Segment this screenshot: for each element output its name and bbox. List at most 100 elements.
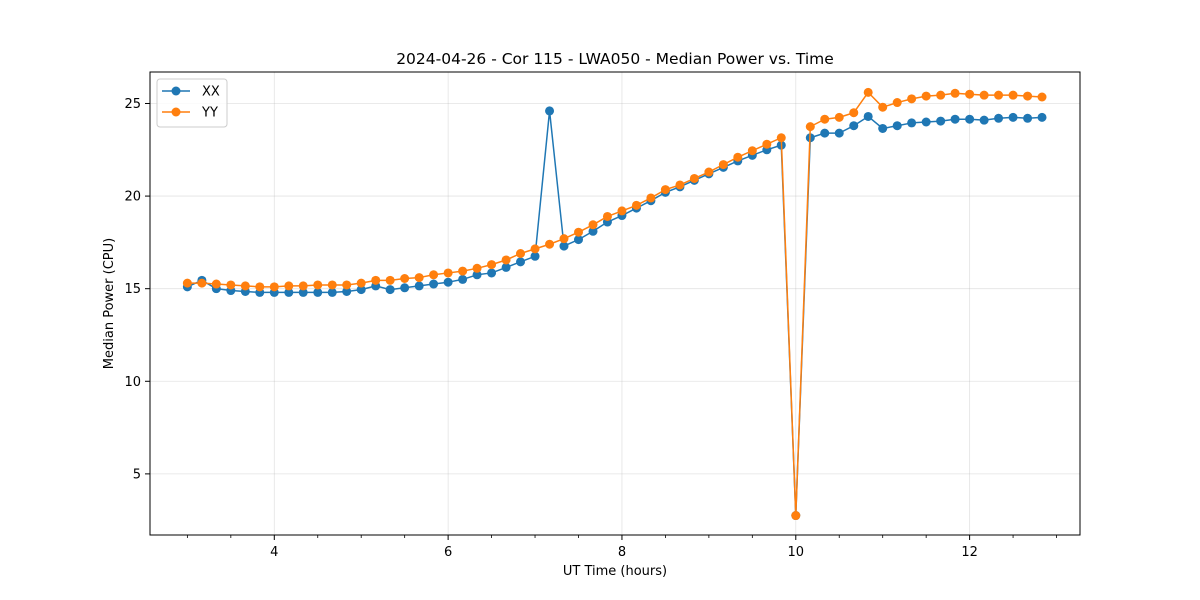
data-point-xx bbox=[863, 111, 873, 121]
data-point-xx bbox=[516, 257, 526, 267]
data-point-yy bbox=[255, 282, 265, 292]
data-point-yy bbox=[965, 89, 975, 99]
data-point-yy bbox=[197, 278, 207, 288]
data-point-xx bbox=[458, 274, 468, 284]
data-point-yy bbox=[689, 173, 699, 183]
y-tick-label: 20 bbox=[124, 190, 141, 205]
data-point-xx bbox=[472, 270, 482, 280]
data-point-xx bbox=[979, 115, 989, 125]
y-tick-label: 15 bbox=[124, 282, 141, 297]
data-point-xx bbox=[545, 106, 555, 116]
data-point-xx bbox=[849, 121, 859, 131]
data-point-yy bbox=[762, 139, 772, 149]
data-point-yy bbox=[718, 160, 728, 170]
data-point-yy bbox=[631, 200, 641, 210]
axis-ticks: 4 6 8 10 12 5 10 15 20 25 bbox=[124, 97, 1057, 560]
data-point-yy bbox=[878, 102, 888, 112]
data-point-xx bbox=[429, 279, 439, 289]
data-point-yy bbox=[516, 249, 526, 258]
legend: XX YY bbox=[156, 78, 228, 128]
data-point-yy bbox=[791, 511, 801, 521]
data-point-xx bbox=[834, 128, 844, 138]
x-tick-label: 4 bbox=[270, 545, 278, 560]
data-point-yy bbox=[617, 206, 627, 216]
y-tick-label: 10 bbox=[124, 375, 141, 390]
data-point-yy bbox=[994, 90, 1004, 100]
data-point-yy bbox=[429, 270, 439, 280]
data-point-xx bbox=[327, 287, 337, 297]
y-axis-label: Median Power (CPU) bbox=[102, 238, 117, 369]
data-point-xx bbox=[950, 114, 960, 124]
data-point-xx bbox=[1037, 112, 1047, 122]
y-tick-label: 25 bbox=[124, 97, 141, 112]
data-point-yy bbox=[559, 234, 569, 244]
data-point-yy bbox=[269, 282, 279, 292]
data-point-yy bbox=[820, 114, 830, 124]
data-point-yy bbox=[747, 146, 757, 156]
data-point-yy bbox=[660, 185, 670, 195]
data-point-yy bbox=[472, 263, 482, 273]
y-tick-label: 5 bbox=[133, 467, 141, 482]
data-point-xx bbox=[921, 117, 931, 127]
data-point-xx bbox=[878, 123, 888, 133]
data-point-xx bbox=[487, 268, 497, 278]
chart-title: 2024-04-26 - Cor 115 - LWA050 - Median P… bbox=[396, 50, 834, 68]
data-point-xx bbox=[313, 287, 323, 297]
x-tick-label: 10 bbox=[788, 545, 805, 560]
x-tick-label: 12 bbox=[961, 545, 978, 560]
x-axis-label: UT Time (hours) bbox=[563, 564, 667, 579]
data-point-yy bbox=[950, 88, 960, 98]
data-point-xx bbox=[400, 283, 410, 293]
data-point-yy bbox=[776, 133, 786, 143]
data-point-yy bbox=[530, 244, 540, 254]
data-point-xx bbox=[820, 128, 830, 138]
data-point-xx bbox=[574, 235, 583, 245]
legend-marker-xx bbox=[171, 86, 181, 96]
data-point-yy bbox=[1008, 90, 1018, 100]
data-point-xx bbox=[443, 277, 453, 287]
data-point-xx bbox=[298, 287, 308, 297]
data-point-yy bbox=[834, 112, 844, 122]
data-point-yy bbox=[400, 274, 410, 283]
data-point-yy bbox=[356, 278, 366, 288]
data-point-yy bbox=[182, 278, 192, 288]
data-point-yy bbox=[284, 281, 294, 291]
data-point-yy bbox=[675, 180, 685, 190]
data-point-yy bbox=[501, 255, 511, 265]
data-point-xx bbox=[965, 114, 975, 124]
data-point-xx bbox=[936, 116, 946, 126]
data-point-yy bbox=[646, 193, 656, 203]
data-point-yy bbox=[733, 152, 743, 162]
legend-marker-yy bbox=[171, 107, 181, 117]
data-point-yy bbox=[805, 122, 815, 132]
data-point-yy bbox=[313, 280, 323, 290]
data-point-xx bbox=[501, 262, 511, 272]
data-point-xx bbox=[907, 118, 917, 128]
data-point-xx bbox=[994, 113, 1004, 123]
data-point-yy bbox=[849, 108, 859, 118]
data-point-yy bbox=[443, 268, 453, 278]
data-point-yy bbox=[704, 167, 714, 177]
data-point-yy bbox=[342, 280, 352, 290]
data-point-yy bbox=[327, 280, 337, 290]
data-point-yy bbox=[385, 275, 395, 285]
data-point-yy bbox=[863, 87, 873, 97]
data-point-yy bbox=[545, 239, 555, 249]
plot-frame bbox=[149, 71, 1081, 536]
data-point-xx bbox=[1008, 112, 1018, 122]
data-point-yy bbox=[298, 281, 308, 291]
legend-label-xx: XX bbox=[202, 85, 220, 100]
data-point-xx bbox=[385, 285, 395, 295]
data-point-xx bbox=[342, 286, 352, 296]
data-point-yy bbox=[588, 220, 598, 230]
data-point-yy bbox=[907, 94, 917, 104]
data-point-yy bbox=[487, 260, 497, 270]
data-point-yy bbox=[226, 280, 236, 290]
data-point-xx bbox=[356, 285, 366, 295]
data-point-yy bbox=[414, 273, 424, 283]
data-point-yy bbox=[936, 90, 946, 100]
x-tick-label: 8 bbox=[618, 545, 626, 560]
data-point-yy bbox=[211, 279, 221, 289]
data-point-xx bbox=[414, 281, 424, 291]
